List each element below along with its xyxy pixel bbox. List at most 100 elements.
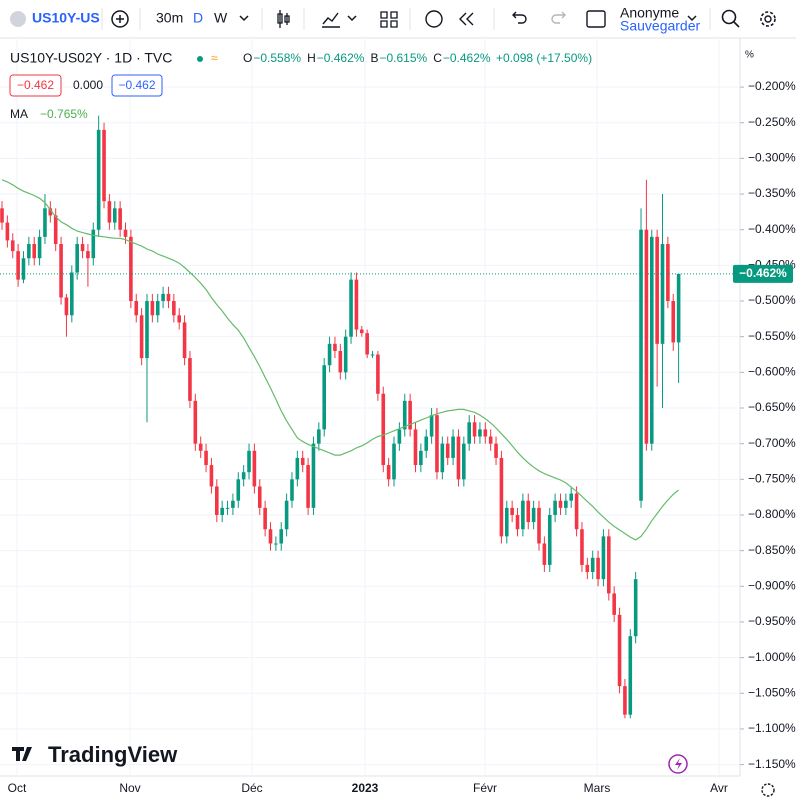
candle-body: [612, 593, 616, 615]
fullscreen-button[interactable]: [586, 10, 606, 28]
user-name[interactable]: Anonyme: [620, 5, 679, 21]
candle-body: [666, 243, 670, 302]
x-tick-label: Nov: [119, 781, 140, 795]
candle-body: [639, 229, 643, 501]
candle-body: [504, 507, 509, 537]
ohlc-value: −0.615%: [379, 51, 427, 65]
candle-body: [349, 279, 353, 337]
whats-new-button[interactable]: [668, 754, 688, 774]
redo-button[interactable]: [551, 11, 566, 24]
dropdown-icon[interactable]: [687, 15, 697, 22]
alert-button[interactable]: [425, 10, 443, 28]
x-tick-label: 2023: [352, 781, 379, 795]
candle-body: [435, 415, 439, 473]
last-price-label: −0.462%: [739, 266, 787, 280]
candle-body: [676, 273, 681, 343]
candle-body: [397, 429, 402, 444]
y-tick-label: −0.550%: [748, 329, 796, 343]
candle-body: [37, 236, 42, 259]
candle-body: [311, 443, 316, 508]
candle-body: [574, 493, 579, 530]
candle-body: [322, 365, 326, 430]
candle-body: [644, 229, 649, 444]
candle-body: [553, 500, 557, 515]
candle-body: [419, 450, 423, 466]
chart-type-button[interactable]: [277, 10, 290, 28]
candle-body: [274, 543, 278, 545]
candle-body: [456, 436, 461, 480]
candle-body: [451, 436, 455, 458]
y-tick-label: −0.900%: [748, 578, 796, 592]
candle-body: [16, 251, 20, 280]
y-tick-label: −0.250%: [748, 115, 796, 129]
dropdown-icon[interactable]: [239, 15, 249, 22]
legend: US10Y-US02Y · 1D · TVC ≈ O −0.558% H −0.462…: [9, 50, 592, 121]
ohlc-value: −0.462%: [317, 51, 365, 65]
candle-body: [182, 322, 187, 359]
candle-body: [252, 450, 257, 487]
moving-average-line: [1, 179, 679, 541]
y-tick-label: −1.050%: [748, 685, 796, 699]
search-button[interactable]: [721, 9, 737, 25]
candle-body: [32, 243, 37, 259]
candle-body: [247, 450, 251, 473]
y-tick-label: −0.800%: [748, 507, 796, 521]
lightning-icon: [675, 758, 682, 770]
status-icon: ≈: [211, 51, 218, 65]
legend-title: US10Y-US02Y · 1D · TVC: [10, 50, 172, 66]
candle-body: [564, 500, 568, 508]
candle-body: [580, 529, 584, 565]
candle-body: [300, 457, 305, 466]
interval-button[interactable]: W: [214, 10, 228, 26]
candle-body: [112, 208, 117, 223]
candle-body: [139, 315, 144, 359]
candle-body: [43, 208, 47, 237]
undo-button[interactable]: [512, 11, 527, 24]
y-tick-label: −0.750%: [748, 471, 796, 485]
y-tick-label: −0.500%: [748, 293, 796, 307]
candle-body: [531, 507, 536, 523]
symbol[interactable]: US10Y-US: [32, 10, 100, 26]
candle-body: [569, 493, 574, 501]
candle-body: [21, 258, 26, 280]
candle-body: [5, 222, 10, 241]
candle-body: [284, 500, 289, 530]
candle-body: [241, 472, 246, 480]
candle-body: [585, 564, 590, 573]
branding-logo[interactable]: [12, 747, 32, 761]
ohlc-label: C: [433, 51, 442, 65]
indicators-button[interactable]: [322, 12, 340, 28]
settings-button[interactable]: [760, 11, 776, 27]
ohlc-value: −0.558%: [253, 51, 301, 65]
candle-body: [102, 129, 106, 202]
candle-body: [429, 415, 434, 437]
candle-body: [381, 393, 386, 466]
value-box-text: −0.462: [17, 78, 54, 92]
candle-body: [359, 329, 364, 334]
interval-button[interactable]: 30m: [156, 10, 183, 26]
ohlc-label: H: [307, 51, 316, 65]
candle-body: [671, 301, 676, 343]
candle-body: [408, 400, 412, 430]
candle-body: [129, 236, 133, 302]
layout-button[interactable]: [380, 11, 398, 28]
y-tick-label: −1.150%: [748, 757, 796, 771]
y-tick-label: −0.700%: [748, 436, 796, 450]
dropdown-icon[interactable]: [347, 15, 357, 22]
candle-body: [220, 507, 224, 515]
interval-button[interactable]: D: [193, 10, 203, 26]
replay-button[interactable]: [459, 12, 474, 26]
axis-settings-button[interactable]: [761, 783, 775, 797]
candle-body: [10, 240, 15, 252]
branding[interactable]: TradingView: [48, 742, 178, 767]
candle-body: [370, 354, 375, 356]
y-tick-label: −0.300%: [748, 151, 796, 165]
save-link[interactable]: Sauvegarder: [620, 18, 701, 34]
y-tick-label: −1.100%: [748, 721, 796, 735]
y-tick-label: −0.650%: [748, 400, 796, 414]
candle-body: [209, 465, 214, 487]
add-symbol-button[interactable]: [111, 10, 129, 28]
candle-body: [472, 422, 477, 437]
toolbar: US10Y-US 30m D W Anonyme Sauvegarder: [10, 5, 776, 34]
